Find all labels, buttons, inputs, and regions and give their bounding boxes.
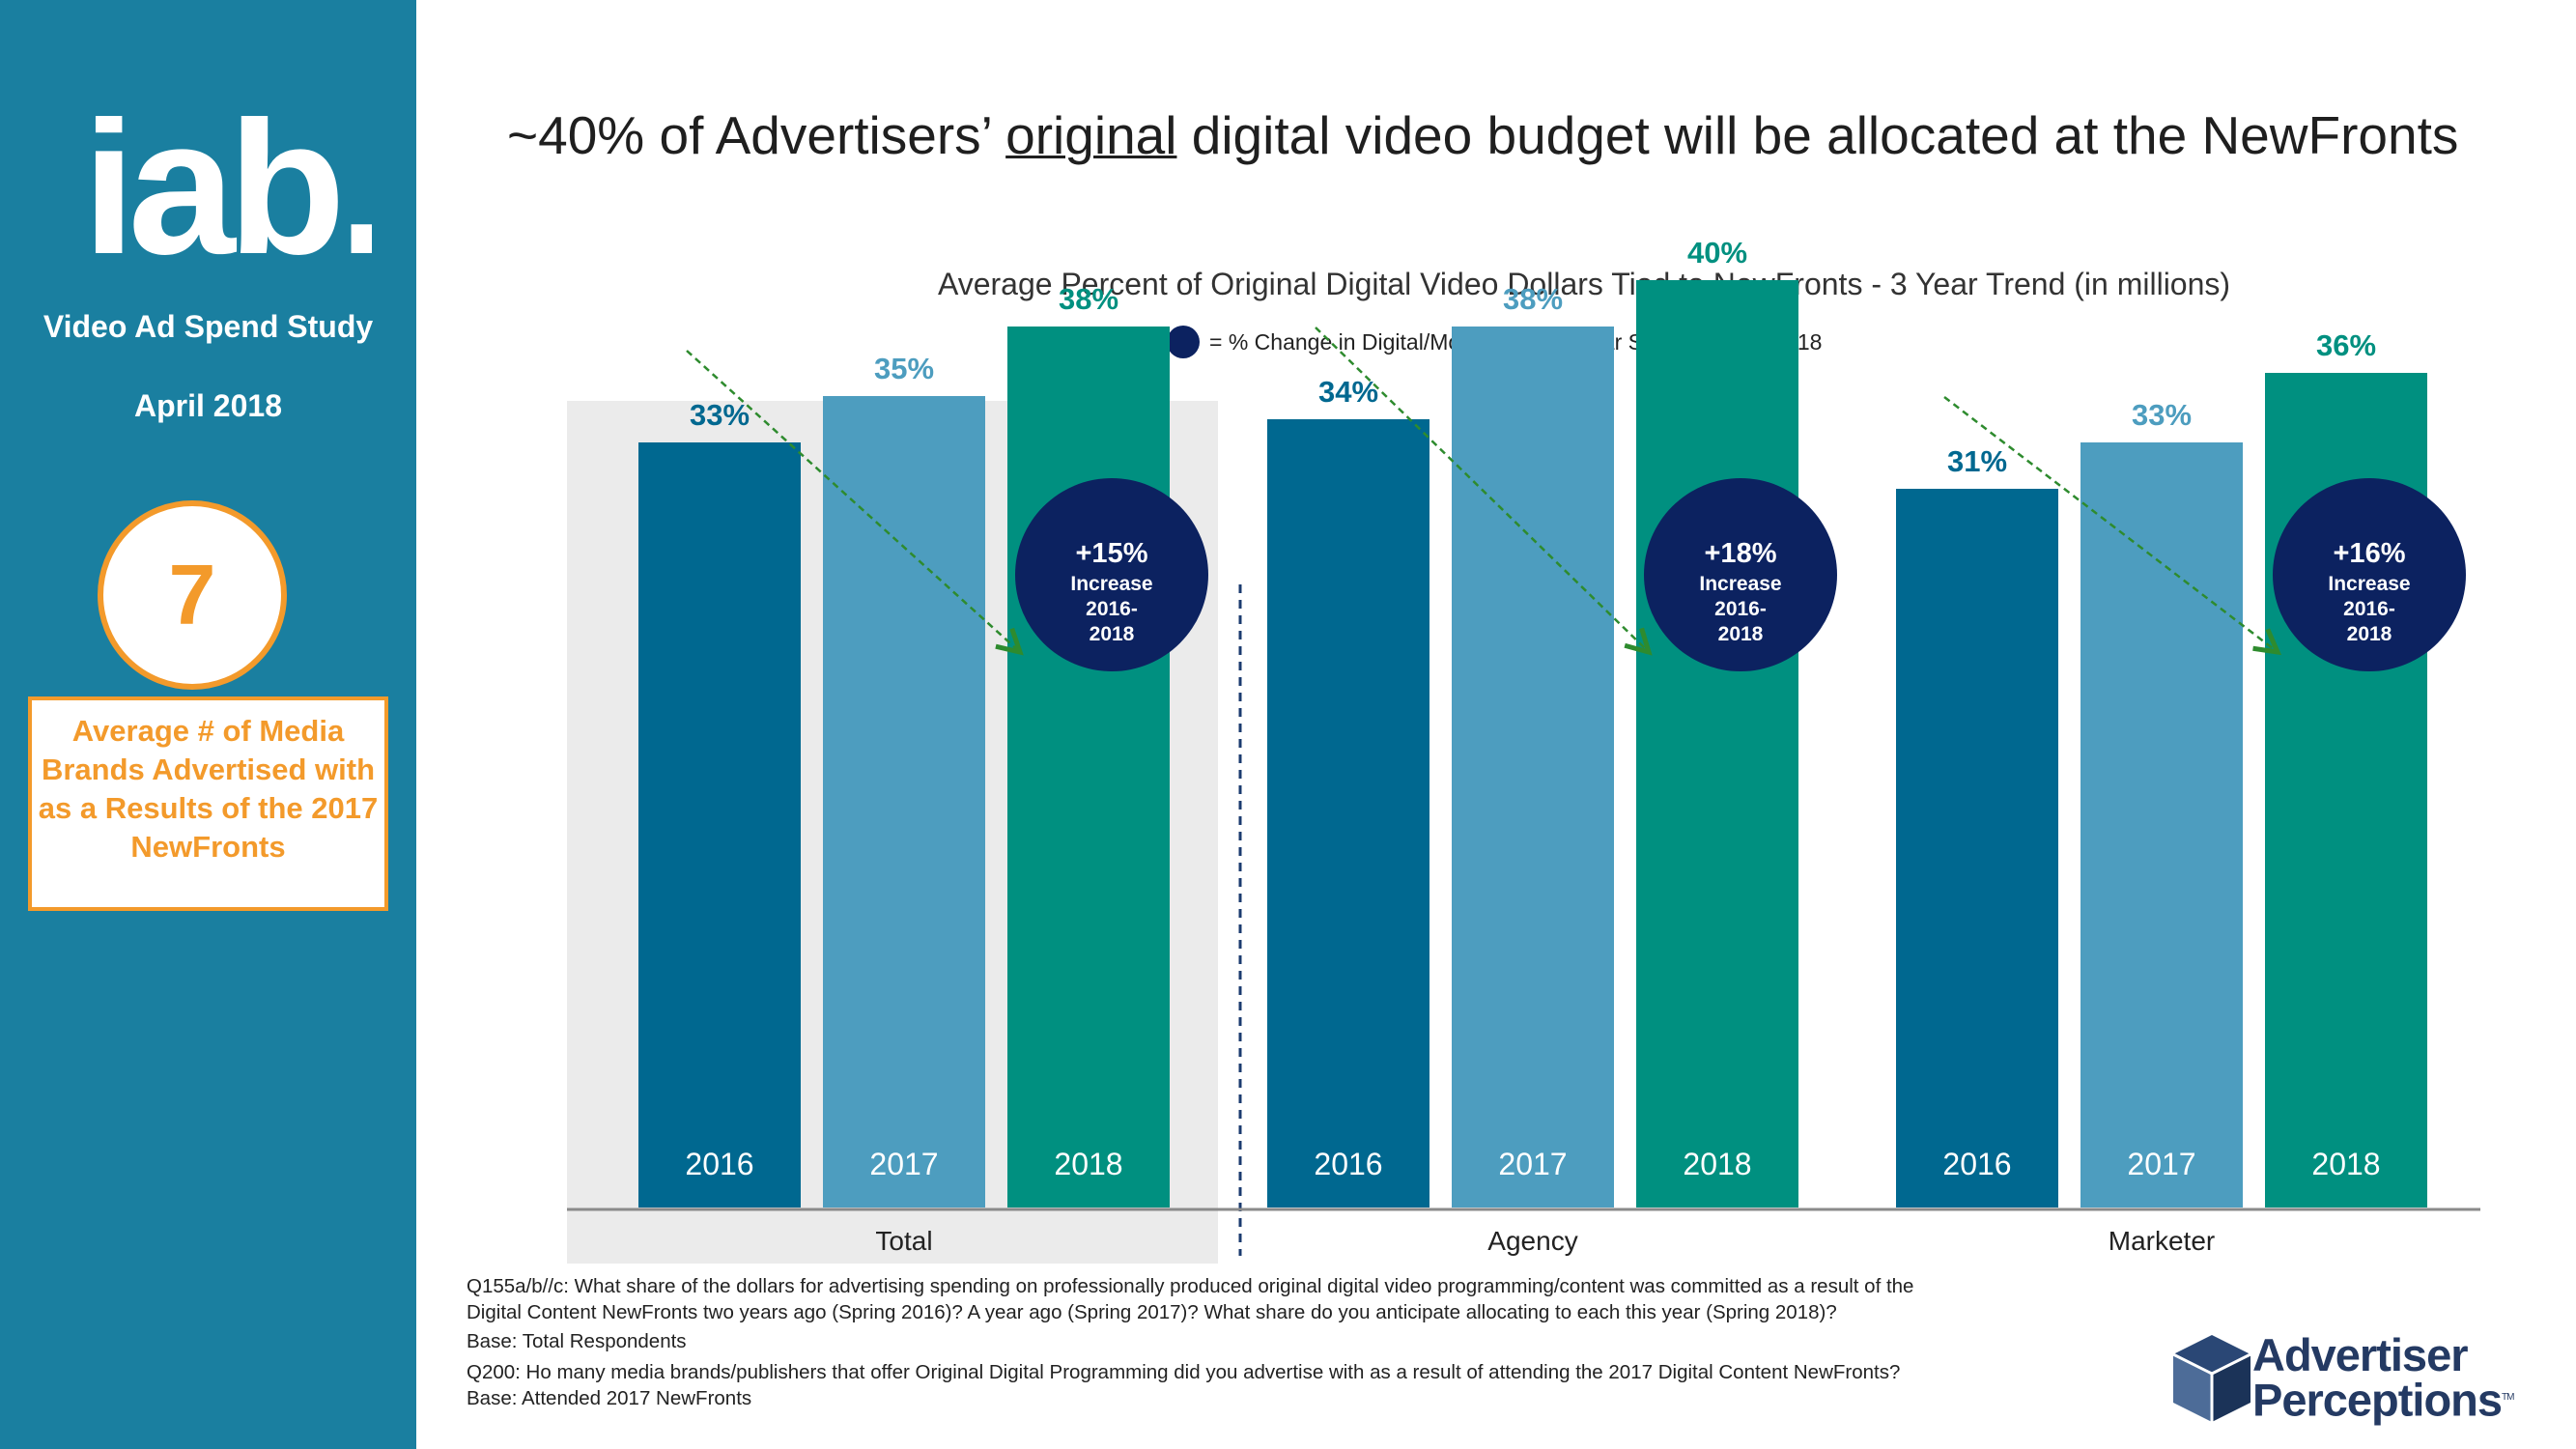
footnote-q155-line1: Q155a/b//c: What share of the dollars fo…: [467, 1275, 1914, 1297]
bar-marketer-2016: [1896, 489, 2058, 1208]
bar-label-total-2016: 33%: [690, 398, 750, 432]
headline-part2: digital video budget will be allocated a…: [1176, 105, 2459, 165]
bubble-value-total: +15%: [1076, 538, 1148, 569]
trademark: TM: [2502, 1392, 2514, 1403]
bar-marketer-2017: [2081, 442, 2243, 1208]
bubble-value-agency: +18%: [1705, 538, 1777, 569]
footnote-base1: Base: Total Respondents: [467, 1330, 687, 1352]
bar-label-agency-2017: 38%: [1503, 282, 1563, 316]
study-date: April 2018: [134, 388, 282, 423]
cube-icon: [2172, 1335, 2251, 1422]
brand-line1: Advertiser: [2252, 1329, 2468, 1380]
bubble-line2-agency: 2016-: [1714, 598, 1767, 620]
category-label-total: Total: [875, 1226, 932, 1256]
legend-bubble-icon: [1167, 326, 1200, 358]
bubble-line1-marketer: Increase: [2328, 573, 2410, 595]
headline-underlined: original: [1005, 105, 1177, 165]
bubble-line1-agency: Increase: [1699, 573, 1781, 595]
bar-year-marketer-2018: 2018: [2311, 1147, 2380, 1181]
change-bubble-marketer: [2273, 478, 2466, 671]
headline: ~40% of Advertisers’ original digital vi…: [507, 104, 2526, 166]
advertiser-perceptions-logo: [2172, 1335, 2251, 1422]
bar-agency-2017: [1452, 327, 1614, 1208]
bar-total-2017: [823, 396, 985, 1208]
change-bubble-total: [1015, 478, 1208, 671]
bubble-line2-marketer: 2016-: [2343, 598, 2395, 620]
brand-text: Advertiser PerceptionsTM: [2252, 1329, 2515, 1426]
change-bubble-agency: [1644, 478, 1837, 671]
bar-year-marketer-2017: 2017: [2127, 1147, 2195, 1181]
bar-label-total-2018: 38%: [1059, 282, 1118, 316]
study-title: Video Ad Spend Study: [42, 309, 374, 344]
bar-year-agency-2017: 2017: [1498, 1147, 1567, 1181]
headline-part1: ~40% of Advertisers’: [507, 105, 1006, 165]
bar-label-marketer-2018: 36%: [2316, 328, 2376, 362]
bar-agency-2018: [1636, 280, 1798, 1208]
stat-value-circle: 7: [98, 500, 287, 690]
bubble-line3-agency: 2018: [1718, 623, 1764, 645]
category-label-agency: Agency: [1487, 1226, 1577, 1256]
brand-line2: PerceptionsTM: [2252, 1374, 2515, 1426]
bar-agency-2016: [1267, 419, 1430, 1208]
stat-caption: Average # of Media Brands Advertised wit…: [28, 696, 388, 911]
category-label-marketer: Marketer: [2109, 1226, 2215, 1256]
sidebar: iab. Video Ad Spend Study April 2018 7 A…: [0, 0, 416, 1449]
bubble-line3-marketer: 2018: [2347, 623, 2392, 645]
bar-label-agency-2018: 40%: [1687, 236, 1747, 270]
iab-logo: iab.: [82, 116, 372, 270]
bar-year-total-2018: 2018: [1054, 1147, 1122, 1181]
stat-value: 7: [168, 547, 216, 642]
iab-logo-text: iab.: [82, 116, 372, 270]
bar-label-marketer-2016: 31%: [1947, 444, 2007, 478]
bar-year-total-2017: 2017: [869, 1147, 938, 1181]
bubble-line3-total: 2018: [1090, 623, 1135, 645]
bar-year-marketer-2016: 2016: [1942, 1147, 2011, 1181]
footnote-q200: Q200: Ho many media brands/publishers th…: [467, 1361, 1901, 1383]
bubble-line2-total: 2016-: [1086, 598, 1138, 620]
trend-arrow-marketer: [1943, 396, 2278, 652]
bar-year-agency-2016: 2016: [1314, 1147, 1382, 1181]
bar-total-2016: [638, 442, 801, 1208]
bar-label-total-2017: 35%: [874, 352, 934, 385]
bubble-line1-total: Increase: [1070, 573, 1152, 595]
trend-arrow-agency: [1315, 327, 1649, 652]
bar-year-total-2016: 2016: [685, 1147, 753, 1181]
bubble-value-marketer: +16%: [2334, 538, 2406, 569]
bar-total-2018: [1007, 327, 1170, 1208]
trend-arrow-total: [686, 350, 1020, 652]
chart-title: Average Percent of Original Digital Vide…: [937, 267, 2231, 301]
footnote-base2: Base: Attended 2017 NewFronts: [467, 1387, 752, 1409]
footnote-q155-line2: Digital Content NewFronts two years ago …: [467, 1301, 1837, 1323]
bar-label-marketer-2017: 33%: [2132, 398, 2192, 432]
bar-year-agency-2018: 2018: [1683, 1147, 1751, 1181]
